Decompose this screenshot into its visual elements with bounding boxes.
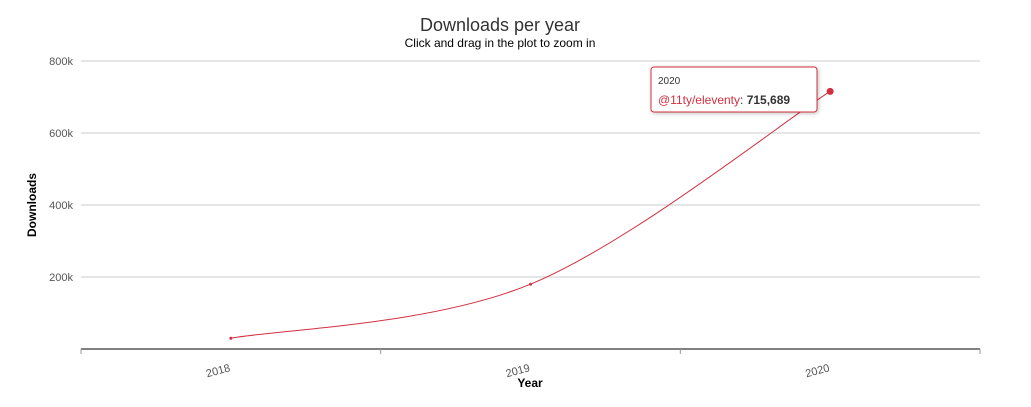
- tooltip-header: 2020: [658, 76, 681, 87]
- series-line[interactable]: [230, 90, 831, 339]
- tooltip-separator: :: [740, 93, 747, 107]
- y-tick-label: 600k: [49, 128, 73, 140]
- y-axis-ticks: 200k 400k 600k 800k: [49, 56, 73, 284]
- series-layer[interactable]: [229, 87, 834, 340]
- tooltip: 2020 @11ty/eleventy: 715,689: [650, 66, 818, 113]
- x-tick-label: 2018: [205, 362, 232, 380]
- tooltip-body: @11ty/eleventy: 715,689: [658, 93, 790, 107]
- y-tick-label: 400k: [49, 200, 73, 212]
- chart-subtitle: Click and drag in the plot to zoom in: [405, 36, 596, 50]
- data-point[interactable]: [229, 336, 233, 340]
- grid-lines: [81, 60, 980, 278]
- tooltip-series-label: @11ty/eleventy: [658, 93, 740, 107]
- x-axis-title: Year: [517, 376, 543, 390]
- data-point[interactable]: [529, 282, 532, 286]
- tooltip-value: 715,689: [747, 93, 791, 107]
- tooltip-box: [650, 66, 818, 113]
- y-tick-label: 200k: [49, 272, 73, 284]
- chart-title: Downloads per year: [420, 15, 580, 35]
- x-tick-label: 2020: [804, 362, 831, 380]
- y-tick-label: 800k: [49, 56, 73, 68]
- y-axis-title: Downloads: [25, 173, 39, 237]
- data-point[interactable]: [826, 87, 834, 95]
